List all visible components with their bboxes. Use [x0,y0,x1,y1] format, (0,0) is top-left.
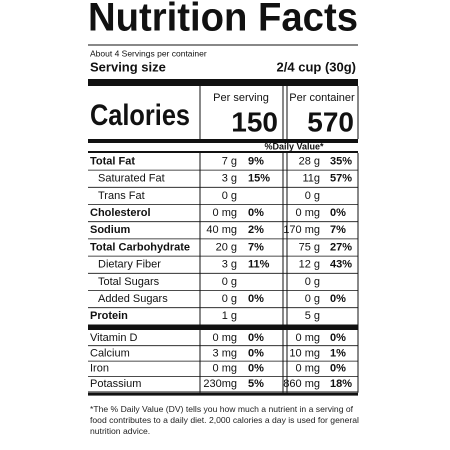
serving-dv: 0% [248,293,264,305]
serving-amount: 0 mg [213,363,237,375]
serving-dv: 2% [248,224,264,236]
container-dv: 27% [330,241,352,253]
nutrient-name: Dietary Fiber [98,259,161,271]
nutrient-name: Calcium [90,347,130,359]
container-amount: 11g [302,173,320,185]
serving-dv: 7% [248,241,264,253]
nutrient-name: Total Sugars [98,276,160,288]
serving-amount: 7 g [222,155,237,167]
serving-amount: 1 g [222,310,237,322]
container-amount: 28 g [299,155,320,167]
per-container-label: Per container [289,92,355,104]
container-amount: 0 g [305,293,320,305]
nutrient-name: Protein [90,310,128,322]
serving-amount: 40 mg [206,224,237,236]
container-dv: 18% [330,378,352,390]
daily-value-label: %Daily Value* [264,141,324,151]
container-dv: 43% [330,259,352,271]
serving-amount: 230mg [203,378,237,390]
container-amount: 75 g [299,241,320,253]
container-amount: 0 g [305,276,320,288]
thick-rule [88,139,358,143]
container-amount: 0 mg [296,363,320,375]
thick-rule [88,79,358,86]
container-dv: 0% [330,293,346,305]
container-amount: 860 mg [283,378,320,390]
nutrient-name: Trans Fat [98,190,145,202]
serving-dv: 9% [248,155,264,167]
container-amount: 170 mg [283,224,320,236]
calories-container: 570 [307,106,354,137]
nutrient-name: Saturated Fat [98,173,165,185]
container-dv: 35% [330,155,352,167]
thick-rule [88,325,358,330]
nutrient-name: Sodium [90,224,131,236]
container-amount: 0 mg [296,332,320,344]
serving-amount: 0 mg [213,207,237,219]
per-serving-label: Per serving [213,92,269,104]
container-amount: 12 g [299,259,320,271]
container-amount: 10 mg [289,347,320,359]
title: Nutrition Facts [88,0,358,40]
serving-size: 2/4 cup (30g) [277,59,356,74]
nutrient-name: Iron [90,363,109,375]
serving-dv: 0% [248,207,264,219]
container-amount: 0 mg [296,207,320,219]
serving-dv: 5% [248,378,264,390]
serving-dv: 0% [248,363,264,375]
rule [88,151,358,153]
serving-dv: 0% [248,332,264,344]
serving-dv: 11% [248,259,270,271]
nutrient-name: Cholesterol [90,207,151,219]
nutrient-name: Total Carbohydrate [90,241,190,253]
serving-amount: 0 mg [213,332,237,344]
container-dv: 1% [330,347,346,359]
footnote: *The % Daily Value (DV) tells you how mu… [90,404,359,436]
serving-amount: 0 g [222,276,237,288]
serving-amount: 3 mg [213,347,237,359]
nutrient-name: Total Fat [90,155,135,167]
container-dv: 0% [330,363,346,375]
container-dv: 0% [330,332,346,344]
serving-size-label: Serving size [90,59,166,74]
calories-serving: 150 [231,106,278,137]
serving-dv: 15% [248,173,270,185]
container-dv: 0% [330,207,346,219]
serving-amount: 20 g [216,241,237,253]
container-dv: 57% [330,173,352,185]
calories-label: Calories [90,99,190,132]
serving-amount: 0 g [222,190,237,202]
container-dv: 7% [330,224,346,236]
thick-rule [88,392,358,396]
serving-amount: 3 g [222,173,237,185]
nutrient-name: Added Sugars [98,293,168,305]
servings: About 4 Servings per container [90,48,207,58]
nutrient-name: Vitamin D [90,332,138,344]
container-amount: 0 g [305,190,320,202]
nutrient-name: Potassium [90,378,141,390]
container-amount: 5 g [305,310,320,322]
serving-amount: 0 g [222,293,237,305]
serving-amount: 3 g [222,259,237,271]
serving-dv: 0% [248,347,264,359]
